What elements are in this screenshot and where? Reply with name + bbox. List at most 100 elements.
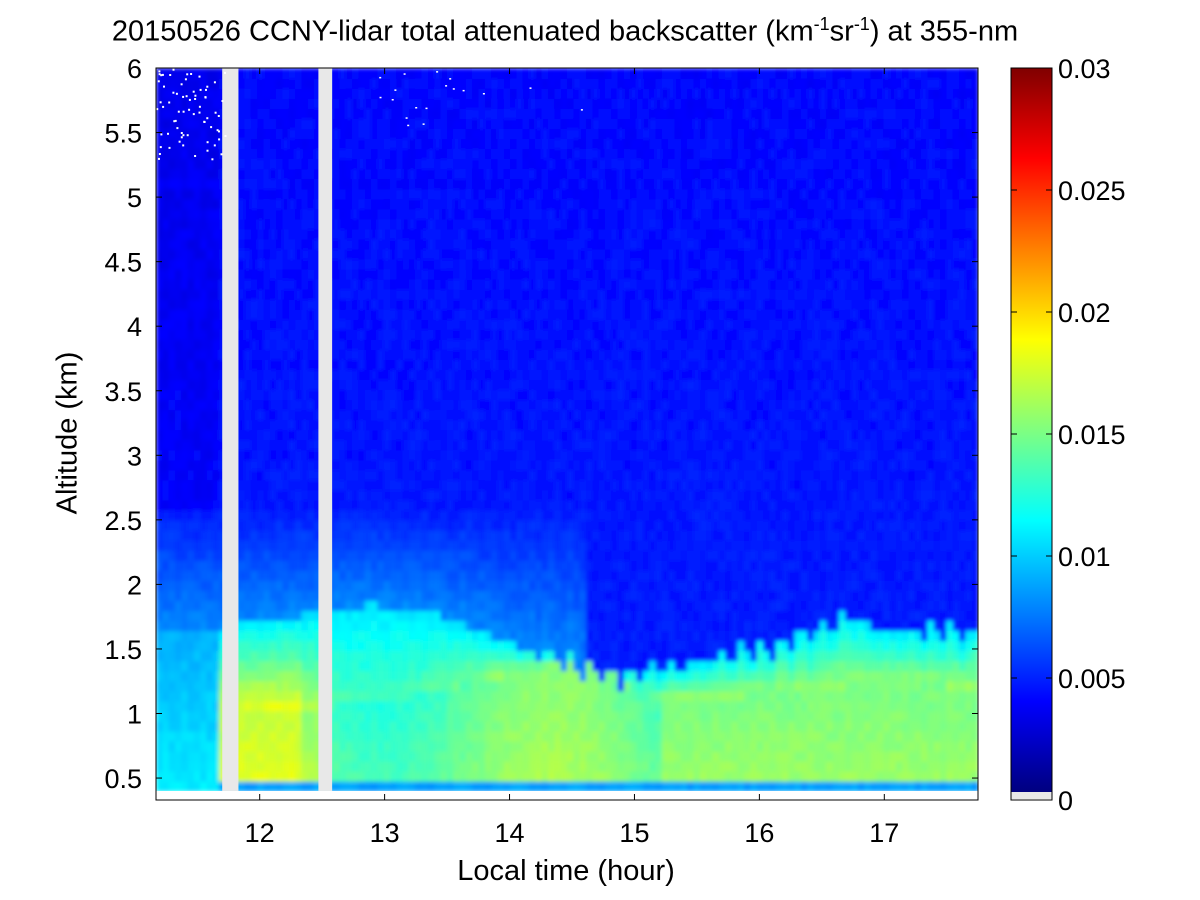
heatmap-cell xyxy=(238,610,246,621)
heatmap-cell xyxy=(415,449,423,461)
heatmap-cell xyxy=(421,459,429,471)
heatmap-cell xyxy=(402,369,410,380)
heatmap-cell xyxy=(238,98,246,109)
heatmap-cell xyxy=(364,369,372,380)
heatmap-cell xyxy=(269,760,277,772)
heatmap-cell xyxy=(352,529,360,541)
heatmap-cell xyxy=(579,369,587,380)
heatmap-cell xyxy=(377,519,385,531)
heatmap-cell xyxy=(497,519,505,531)
heatmap-cell xyxy=(415,128,423,139)
heatmap-cell xyxy=(491,690,499,702)
heatmap-cell xyxy=(472,68,480,79)
heatmap-cell xyxy=(465,248,473,260)
heatmap-cell xyxy=(333,409,341,421)
heatmap-cell xyxy=(522,118,530,129)
heatmap-cell xyxy=(352,770,360,782)
heatmap-cell xyxy=(586,78,594,89)
heatmap-cell xyxy=(187,409,195,421)
heatmap-cell xyxy=(503,740,511,752)
heatmap-cell xyxy=(269,359,277,370)
heatmap-cell xyxy=(358,349,366,360)
heatmap-cell xyxy=(162,550,170,561)
heatmap-cell xyxy=(383,88,391,99)
heatmap-cell xyxy=(516,349,524,360)
heatmap-cell xyxy=(586,379,594,391)
heatmap-cell xyxy=(390,459,398,471)
heatmap-cell xyxy=(491,78,499,89)
heatmap-cell xyxy=(288,218,296,230)
heatmap-cell xyxy=(491,98,499,109)
heatmap-cell xyxy=(156,138,164,150)
heatmap-cell xyxy=(288,640,296,652)
heatmap-cell xyxy=(193,218,201,230)
heatmap-cell xyxy=(269,369,277,380)
heatmap-cell xyxy=(333,660,341,672)
heatmap-cell xyxy=(263,399,271,411)
heatmap-cell xyxy=(554,590,562,601)
heatmap-cell xyxy=(548,138,556,150)
heatmap-cell xyxy=(250,680,258,692)
heatmap-cell xyxy=(554,750,562,762)
heatmap-cell xyxy=(162,640,170,652)
heatmap-cell xyxy=(408,479,416,491)
heatmap-cell xyxy=(421,429,429,441)
heatmap-cell xyxy=(510,519,518,531)
heatmap-cell xyxy=(295,118,303,129)
heatmap-cell xyxy=(453,730,461,742)
heatmap-cell xyxy=(408,339,416,350)
heatmap-cell xyxy=(175,449,183,461)
heatmap-cell xyxy=(156,630,164,642)
heatmap-cell xyxy=(364,188,372,200)
heatmap-cell xyxy=(358,298,366,310)
heatmap-cell xyxy=(408,610,416,621)
heatmap-cell xyxy=(484,660,492,672)
heatmap-cell xyxy=(263,550,271,561)
heatmap-cell xyxy=(453,178,461,190)
heatmap-cell xyxy=(573,640,581,652)
heatmap-cell xyxy=(333,459,341,471)
heatmap-cell xyxy=(497,178,505,190)
heatmap-cell xyxy=(371,128,379,139)
heatmap-cell xyxy=(529,68,537,79)
heatmap-cell xyxy=(358,449,366,461)
heatmap-cell xyxy=(206,168,214,180)
heatmap-cell xyxy=(364,309,372,320)
heatmap-cell xyxy=(250,489,258,501)
heatmap-cell xyxy=(573,560,581,571)
heatmap-cell xyxy=(390,580,398,591)
heatmap-cell xyxy=(352,349,360,360)
heatmap-cell xyxy=(383,770,391,782)
heatmap-cell xyxy=(497,88,505,99)
heatmap-cell xyxy=(529,288,537,300)
heatmap-cell xyxy=(472,560,480,571)
heatmap-cell xyxy=(244,178,252,190)
heatmap-cell xyxy=(522,228,530,240)
heatmap-cell xyxy=(434,740,442,752)
heatmap-cell xyxy=(175,389,183,401)
heatmap-cell xyxy=(263,760,271,772)
heatmap-cell xyxy=(314,329,322,340)
heatmap-cell xyxy=(446,550,454,561)
heatmap-cell xyxy=(503,509,511,521)
heatmap-cell xyxy=(415,710,423,722)
heatmap-cell xyxy=(295,288,303,300)
heatmap-cell xyxy=(421,539,429,551)
heatmap-cell xyxy=(307,560,315,571)
heatmap-cell xyxy=(396,449,404,461)
heatmap-cell xyxy=(396,108,404,119)
heatmap-cell xyxy=(503,580,511,591)
heatmap-cell xyxy=(579,730,587,742)
heatmap-cell xyxy=(377,248,385,260)
heatmap-cell xyxy=(156,288,164,300)
heatmap-cell xyxy=(383,700,391,712)
heatmap-cell xyxy=(301,429,309,441)
heatmap-cell xyxy=(453,369,461,380)
heatmap-cell xyxy=(516,600,524,611)
heatmap-cell xyxy=(238,690,246,702)
heatmap-cell xyxy=(453,389,461,401)
heatmap-cell xyxy=(250,660,258,672)
heatmap-cell xyxy=(567,248,575,260)
heatmap-cell xyxy=(307,760,315,772)
heatmap-cell xyxy=(187,298,195,310)
